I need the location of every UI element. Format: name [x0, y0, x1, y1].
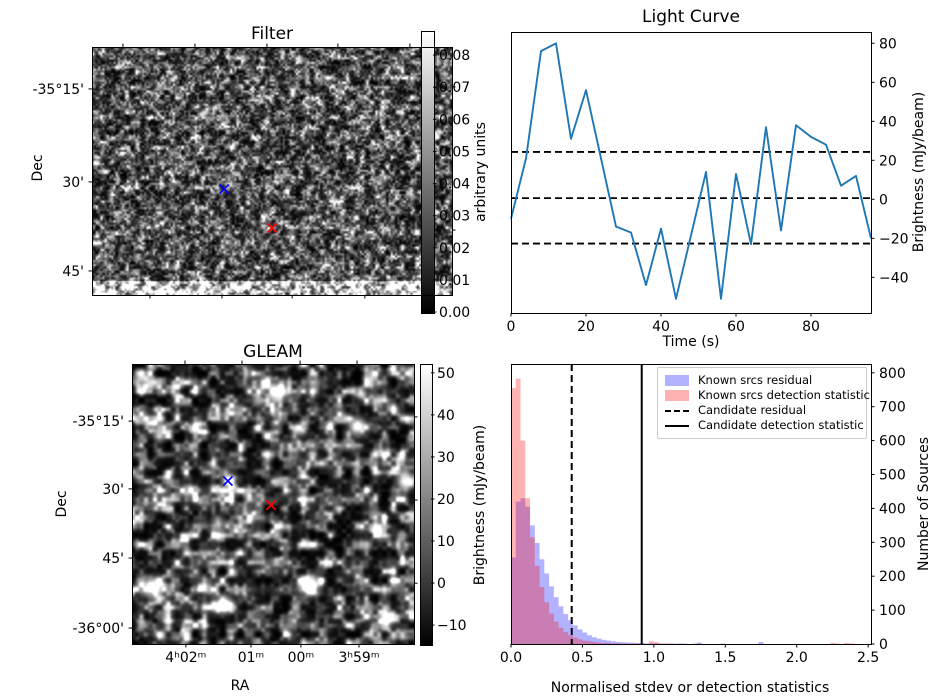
- histogram-xlabel: Normalised stdev or detection statistics: [550, 680, 830, 696]
- lightcurve-xlabel: Time (s): [662, 334, 720, 350]
- gleam-ylabel: Dec: [54, 490, 70, 518]
- time-tick-label: 0: [507, 319, 516, 335]
- brightness-tick-label: 0: [879, 192, 888, 208]
- legend-item-known-residual: Known srcs residual: [665, 374, 857, 387]
- legend-item-known-detection: Known srcs detection statistic: [665, 389, 870, 402]
- colorbar-tick-label: −10: [437, 618, 467, 634]
- legend-swatch-blue: [665, 375, 689, 386]
- filter-image: [92, 47, 452, 295]
- filter-colorbar-label: arbitrary units: [473, 122, 489, 222]
- legend-label: Known srcs residual: [698, 372, 813, 387]
- time-tick-label: 60: [727, 319, 745, 335]
- colorbar-tick-label: 0: [437, 576, 446, 592]
- gleam-colorbar-label: Brightness (mJy/beam): [472, 424, 488, 586]
- dec-tick-label: 30': [102, 482, 124, 498]
- lightcurve-ylabel-right: Brightness (mJy/beam): [911, 91, 927, 253]
- gleam-xlabel: RA: [230, 678, 250, 694]
- histogram-ylabel-right: Number of Sources: [916, 436, 932, 572]
- legend-dashed-line-sample: [665, 409, 689, 412]
- legend-item-candidate-residual: Candidate residual: [665, 404, 857, 417]
- brightness-tick-label: −20: [879, 231, 909, 247]
- filter-title: Filter: [250, 24, 294, 44]
- ra-tick-label: 00ᵐ: [288, 650, 315, 666]
- stdev-tick-label: 1.0: [643, 650, 665, 666]
- colorbar-tick-label: 50: [437, 366, 455, 382]
- colorbar-tick-label: 40: [437, 408, 455, 424]
- count-tick-label: 800: [879, 366, 906, 382]
- stdev-tick-label: 0.5: [571, 650, 593, 666]
- time-tick-label: 80: [802, 319, 820, 335]
- colorbar-tick-label: 30: [437, 450, 455, 466]
- legend-swatch-pink: [665, 390, 689, 401]
- colorbar-tick-label: 10: [437, 534, 455, 550]
- filter-colorbar: [421, 31, 435, 314]
- legend-label: Known srcs detection statistic: [698, 387, 870, 402]
- count-tick-label: 0: [879, 637, 888, 653]
- legend-item-candidate-detection: Candidate detection statistic: [665, 419, 864, 432]
- count-tick-label: 300: [879, 535, 906, 551]
- brightness-tick-label: 40: [879, 114, 897, 130]
- count-tick-label: 500: [879, 468, 906, 484]
- lightcurve-title: Light Curve: [642, 7, 740, 27]
- dec-tick-label: 30': [62, 175, 84, 191]
- colorbar-tick-label: 20: [437, 492, 455, 508]
- ra-tick-label: 3ʰ59ᵐ: [338, 650, 379, 666]
- dec-tick-label: 45': [102, 551, 124, 567]
- count-tick-label: 100: [879, 603, 906, 619]
- dec-tick-label: -36°00': [72, 621, 124, 637]
- filter-ylabel: Dec: [30, 154, 46, 182]
- legend-solid-line-sample: [665, 424, 689, 427]
- colorbar-tick-label: 0.00: [439, 305, 470, 321]
- stdev-tick-label: 0.0: [500, 650, 522, 666]
- brightness-tick-label: 60: [879, 75, 897, 91]
- ra-tick-label: 01ᵐ: [238, 650, 265, 666]
- stdev-tick-label: 1.5: [714, 650, 736, 666]
- count-tick-label: 400: [879, 501, 906, 517]
- gleam-image: [132, 364, 414, 644]
- stdev-tick-label: 2.0: [786, 650, 808, 666]
- axes-frame: [511, 32, 872, 314]
- time-tick-label: 40: [652, 319, 670, 335]
- legend-label: Candidate residual: [698, 402, 807, 417]
- count-tick-label: 700: [879, 400, 906, 416]
- stdev-tick-label: 2.5: [857, 650, 879, 666]
- dec-tick-label: -35°15': [32, 82, 84, 98]
- dec-tick-label: -35°15': [72, 414, 124, 430]
- legend-label: Candidate detection statistic: [698, 417, 864, 432]
- brightness-tick-label: 20: [879, 153, 897, 169]
- hist-known-srcs-residual: [511, 498, 869, 644]
- gleam-colorbar: [420, 364, 433, 646]
- time-tick-label: 20: [577, 319, 595, 335]
- count-tick-label: 200: [879, 569, 906, 585]
- brightness-tick-label: 80: [879, 36, 897, 52]
- ra-tick-label: 4ʰ02ᵐ: [165, 650, 206, 666]
- count-tick-label: 600: [879, 434, 906, 450]
- gleam-title: GLEAM: [243, 342, 303, 362]
- brightness-tick-label: −40: [879, 270, 909, 286]
- dec-tick-label: 45': [62, 264, 84, 280]
- light-curve-line: [510, 42, 872, 300]
- histogram-legend: Known srcs residual Known srcs detection…: [657, 367, 870, 439]
